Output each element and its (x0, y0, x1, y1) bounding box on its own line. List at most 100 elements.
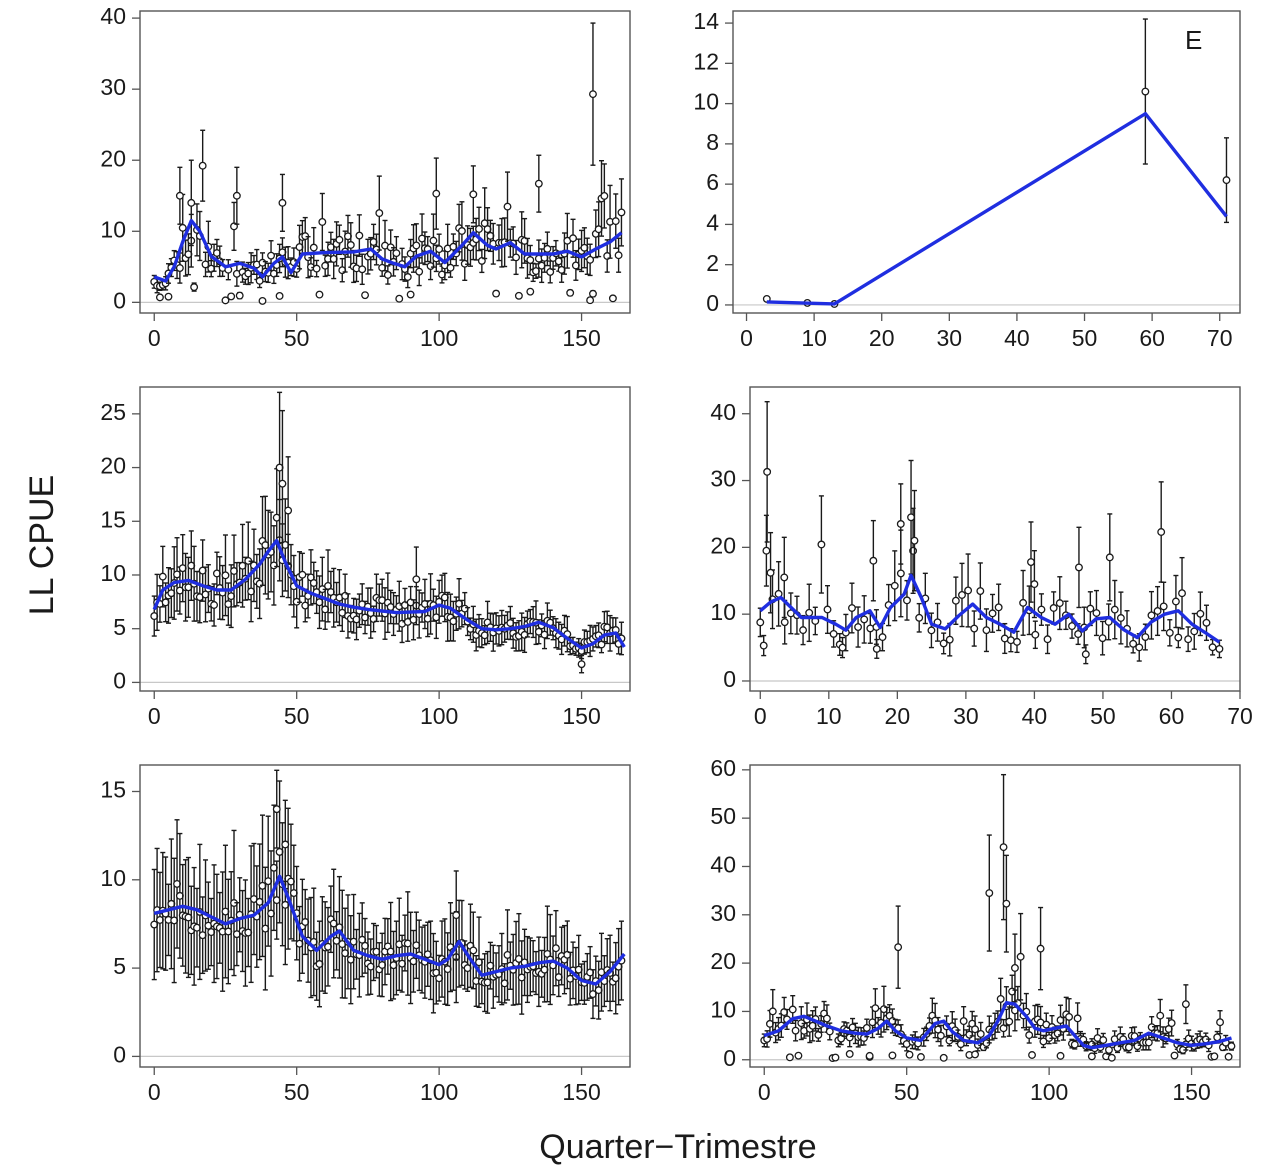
data-point (1013, 637, 1021, 646)
data-point (822, 1014, 831, 1023)
x-tick-label: 40 (1004, 325, 1030, 351)
y-tick-label: 10 (100, 560, 126, 586)
data-point (1039, 1037, 1048, 1046)
data-point (452, 911, 461, 920)
plot-frame (749, 386, 1241, 692)
data-point (915, 613, 924, 622)
data-point (514, 291, 523, 300)
data-point (1171, 597, 1180, 606)
data-point (823, 605, 832, 614)
data-point (1028, 1051, 1036, 1059)
data-point (546, 267, 555, 276)
data-point (475, 224, 483, 233)
data-point (1153, 607, 1162, 615)
data-point (569, 234, 577, 243)
data-point (1010, 963, 1019, 972)
y-tick-label: 14 (693, 8, 719, 34)
x-axis-label: Quarter−Trimestre (539, 1128, 816, 1166)
data-point (1213, 1033, 1222, 1042)
data-point (994, 603, 1003, 612)
data-point (429, 236, 438, 245)
data-point (1043, 635, 1052, 644)
data-point (905, 1050, 914, 1059)
panel-4: 0 10 20 30 40 0 10 20 30 40 50 60 70 (710, 386, 1253, 729)
data-point (791, 1026, 800, 1035)
x-tick-label: 20 (885, 703, 911, 729)
data-point (258, 296, 267, 305)
data-point (871, 1004, 880, 1013)
data-point (1031, 630, 1040, 639)
data-point (178, 223, 187, 232)
x-tick-label: 150 (562, 325, 600, 351)
data-point (956, 1040, 965, 1049)
x-tick-label: 50 (894, 1079, 920, 1105)
data-point (848, 604, 856, 612)
data-point (985, 889, 994, 897)
data-point (1027, 558, 1035, 567)
y-tick-label: 40 (100, 3, 126, 29)
y-tick-label: 0 (706, 290, 719, 316)
y-tick-label: 20 (710, 532, 736, 558)
data-point (589, 90, 597, 99)
panel-1: 0 10 20 30 40 0 50 100 150 (100, 3, 631, 351)
data-point (939, 1053, 948, 1062)
data-point (278, 198, 287, 207)
panel-3: 0 5 10 15 20 25 0 50 100 150 (100, 386, 631, 729)
data-point (894, 943, 903, 952)
data-point (406, 290, 415, 299)
panel-2: 0 2 4 6 8 10 12 14 0 10 20 30 40 50 60 70 E (693, 8, 1241, 351)
data-point (221, 571, 230, 580)
data-point (951, 596, 960, 605)
y-tick-label: 4 (706, 209, 719, 235)
x-tick-label: 20 (869, 325, 895, 351)
data-point (799, 626, 808, 635)
x-tick-label: 50 (284, 1079, 310, 1105)
data-point (403, 273, 412, 281)
data-point (958, 590, 966, 599)
data-point (597, 640, 606, 649)
data-point (1005, 1017, 1014, 1026)
data-point (1107, 1053, 1116, 1062)
data-point (1181, 1000, 1190, 1009)
data-point (512, 253, 520, 262)
data-point (1105, 553, 1114, 562)
data-point (896, 569, 905, 578)
data-point (158, 572, 167, 581)
plot-frame (139, 764, 631, 1068)
data-point (1165, 628, 1174, 637)
data-point (763, 467, 772, 476)
x-tick-label: 30 (937, 325, 963, 351)
data-point (155, 293, 164, 302)
data-point (210, 601, 219, 609)
y-axis-label: LL CPUE (23, 475, 61, 615)
data-point (358, 265, 367, 274)
data-point (221, 296, 230, 305)
data-point (309, 243, 318, 252)
x-tick-label: 0 (148, 1079, 161, 1105)
data-point (1070, 1040, 1079, 1049)
data-point (298, 570, 307, 579)
data-point (600, 191, 609, 200)
data-point (1202, 618, 1211, 627)
data-point (586, 296, 595, 305)
data-point (617, 208, 626, 217)
x-tick-label: 0 (148, 703, 161, 729)
y-tick-label: 30 (710, 466, 736, 492)
y-tick-label: 30 (100, 74, 126, 100)
data-point (175, 191, 184, 200)
data-point (1174, 633, 1183, 642)
x-tick-label: 100 (420, 325, 458, 351)
data-point (232, 191, 241, 200)
data-point (945, 635, 954, 644)
data-point (999, 843, 1008, 852)
y-tick-label: 40 (710, 852, 736, 878)
data-point (412, 241, 421, 250)
data-point (1124, 1043, 1133, 1052)
data-point (817, 540, 826, 549)
data-point (1141, 633, 1150, 641)
y-tick-label: 0 (113, 1041, 126, 1067)
data-point (492, 289, 501, 298)
data-point (1105, 1045, 1113, 1054)
data-point (190, 283, 199, 292)
